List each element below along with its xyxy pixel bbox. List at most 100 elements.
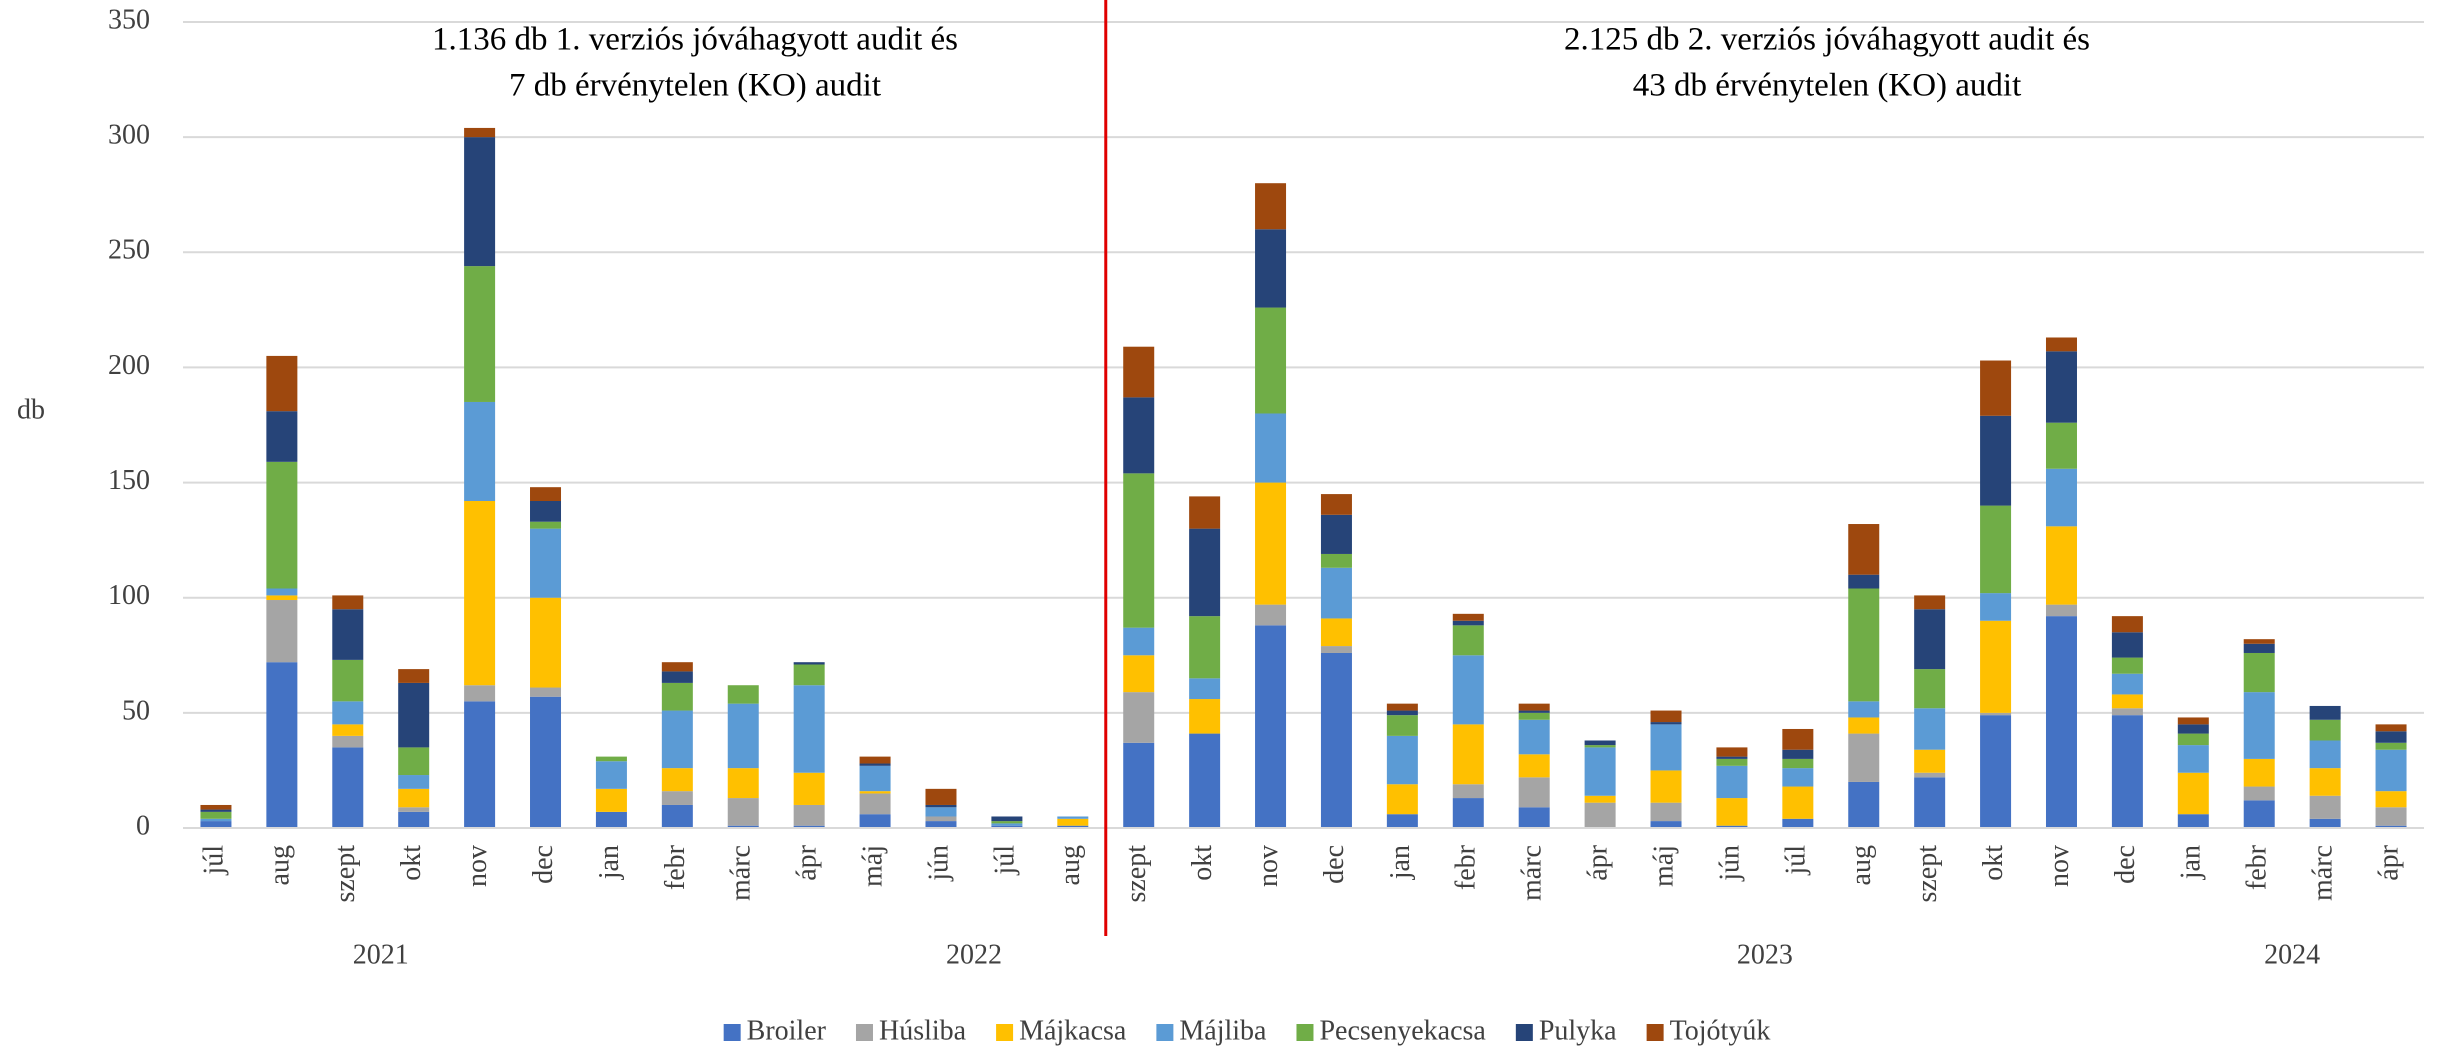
bar-segment	[2111, 715, 2143, 828]
bar-segment	[2375, 807, 2407, 826]
bar-segment	[530, 500, 562, 522]
bar-segment	[793, 662, 825, 665]
bar-segment	[2243, 786, 2275, 801]
bar-segment	[1386, 703, 1418, 711]
bar-segment	[1980, 712, 2012, 716]
legend-label: Májliba	[1179, 1015, 1267, 1046]
bar-segment	[925, 821, 957, 828]
bar-segment	[2177, 772, 2209, 815]
bar-segment	[2243, 639, 2275, 644]
bar-segment	[530, 521, 562, 529]
bar-segment	[2243, 800, 2275, 828]
bar-segment	[661, 710, 693, 769]
bar-segment	[793, 804, 825, 826]
bar-segment	[530, 696, 562, 828]
x-tick-label: nov	[462, 845, 493, 887]
bar-segment	[1980, 620, 2012, 713]
bar-segment	[1255, 482, 1287, 605]
bar-segment	[1255, 604, 1287, 626]
x-tick-label: jún	[1714, 845, 1745, 882]
bar-segment	[1716, 765, 1748, 799]
bar-segment	[1123, 627, 1155, 656]
legend-swatch	[1515, 1024, 1533, 1041]
bar-segment	[727, 798, 759, 826]
bar-segment	[1189, 528, 1221, 617]
bar-segment	[1123, 655, 1155, 693]
bar-segment	[266, 355, 298, 412]
bar-segment	[2375, 731, 2407, 743]
bar-segment	[661, 804, 693, 828]
bar-segment	[793, 685, 825, 773]
bar-segment	[332, 701, 364, 725]
bar-segment	[1518, 754, 1550, 778]
x-tick-label: okt	[1187, 845, 1218, 881]
bar-segment	[2309, 705, 2341, 720]
bar-segment	[1320, 553, 1352, 568]
bar-segment	[2111, 673, 2143, 695]
bar-segment	[1452, 613, 1484, 621]
annotation: 7 db érvénytelen (KO) audit	[509, 68, 881, 104]
x-tick-label: nov	[1253, 845, 1284, 887]
x-tick-label: aug	[1055, 845, 1086, 885]
bar-segment	[1452, 798, 1484, 828]
legend-swatch	[1646, 1024, 1664, 1041]
bar-segment	[859, 793, 891, 815]
bar-segment	[1782, 749, 1814, 759]
bar-segment	[2045, 604, 2077, 617]
bar-segment	[332, 595, 364, 610]
legend-label: Húsliba	[879, 1015, 967, 1046]
bar-segment	[332, 724, 364, 736]
bar-segment	[1255, 625, 1287, 828]
bar-segment	[1980, 593, 2012, 621]
x-tick-label: febr	[1451, 844, 1482, 890]
bar-segment	[2243, 643, 2275, 653]
bar-segment	[1584, 747, 1616, 796]
legend-label: Broiler	[747, 1015, 827, 1046]
x-tick-label: febr	[2242, 844, 2273, 890]
bar-segment	[200, 809, 232, 812]
bar-segment	[1123, 397, 1155, 474]
x-tick-label: szept	[1121, 845, 1152, 903]
y-tick-label: 200	[108, 350, 150, 381]
bar-segment	[2375, 742, 2407, 750]
bar-segment	[727, 825, 759, 828]
bar-segment	[398, 811, 430, 828]
bar-segment	[859, 756, 891, 764]
annotation: 1.136 db 1. verziós jóváhagyott audit és	[432, 22, 958, 58]
bar-segment	[1518, 710, 1550, 713]
bar-segment	[1782, 728, 1814, 750]
bar-segment	[1057, 825, 1089, 828]
x-tick-label: dec	[2110, 845, 2141, 884]
bar-segment	[1584, 802, 1616, 828]
bar-segment	[2111, 708, 2143, 716]
bar-segment	[2375, 724, 2407, 732]
x-tick-label: ápr	[1583, 844, 1614, 880]
bar-segment	[661, 662, 693, 672]
bar-segment	[1518, 807, 1550, 828]
bar-segment	[925, 807, 957, 817]
bar-segment	[1452, 655, 1484, 725]
bar-segment	[2177, 724, 2209, 734]
bar-segment	[1386, 735, 1418, 785]
bar-segment	[1848, 701, 1880, 718]
bar-segment	[1189, 699, 1221, 734]
x-tick-label: szept	[1912, 845, 1943, 903]
bar-segment	[2045, 616, 2077, 828]
bar-segment	[464, 266, 496, 402]
bar-segment	[1255, 183, 1287, 230]
x-tick-label: nov	[2044, 845, 2075, 887]
year-label: 2023	[1737, 939, 1793, 970]
x-tick-label: jan	[594, 845, 625, 880]
bar-segment	[2309, 818, 2341, 828]
legend-swatch	[855, 1024, 873, 1041]
bar-segment	[2045, 468, 2077, 527]
bar-segment	[266, 595, 298, 601]
bar-segment	[2045, 351, 2077, 423]
bar-segment	[1518, 777, 1550, 808]
bar-segment	[332, 659, 364, 702]
bar-segment	[1716, 825, 1748, 828]
x-tick-label: júl	[989, 845, 1020, 876]
bar-segment	[1914, 772, 1946, 778]
bar-segment	[925, 816, 957, 822]
bar-segment	[1386, 710, 1418, 716]
